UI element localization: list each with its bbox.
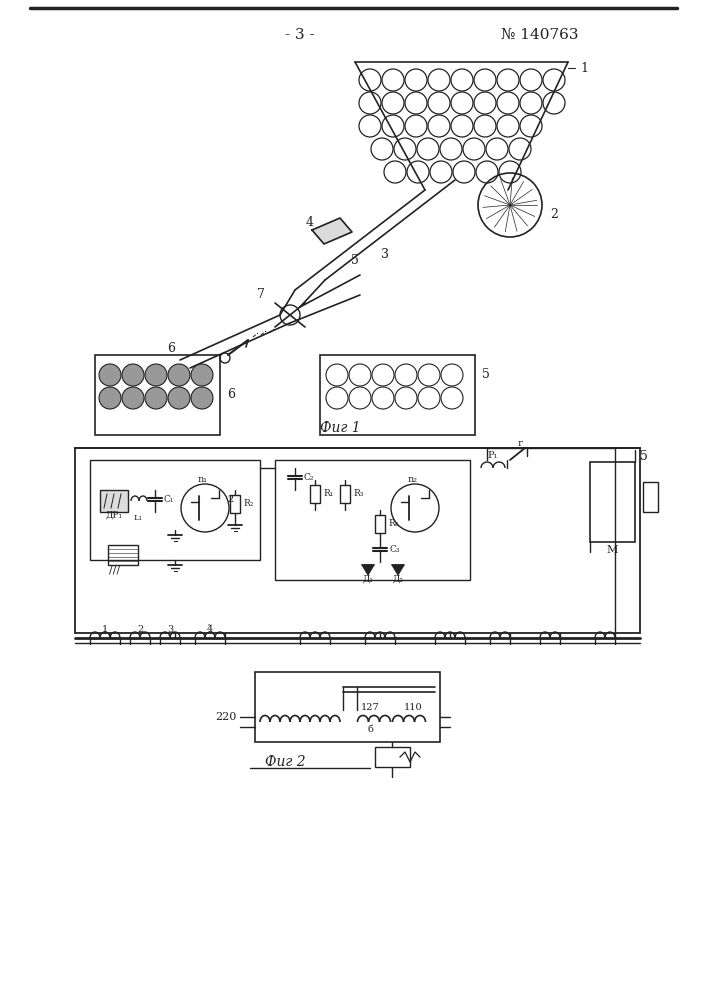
Circle shape xyxy=(168,387,190,409)
Bar xyxy=(95,355,220,435)
Circle shape xyxy=(122,364,144,386)
Bar xyxy=(90,460,260,560)
Bar xyxy=(255,672,440,742)
Text: 3: 3 xyxy=(167,626,173,635)
Text: Д₂: Д₂ xyxy=(392,574,404,584)
Text: - 3 -: - 3 - xyxy=(285,28,315,42)
Bar xyxy=(375,515,385,533)
Text: C₂: C₂ xyxy=(304,474,315,483)
Text: M: M xyxy=(607,545,618,555)
Bar xyxy=(275,460,470,580)
Text: 110: 110 xyxy=(404,702,422,712)
Text: R₁: R₁ xyxy=(323,489,333,498)
Circle shape xyxy=(191,387,213,409)
Text: № 140763: № 140763 xyxy=(501,28,579,42)
Text: C₁: C₁ xyxy=(164,495,175,504)
Polygon shape xyxy=(312,218,352,244)
Text: 5: 5 xyxy=(640,450,648,464)
Circle shape xyxy=(145,364,167,386)
Text: Д₁: Д₁ xyxy=(363,574,373,584)
Text: б: б xyxy=(367,726,373,734)
Bar xyxy=(340,485,350,503)
Polygon shape xyxy=(362,565,374,575)
Bar xyxy=(643,482,658,512)
Text: 6: 6 xyxy=(167,342,175,355)
Bar xyxy=(590,462,635,542)
Text: r: r xyxy=(518,438,522,448)
Polygon shape xyxy=(392,565,404,575)
Bar xyxy=(375,747,410,767)
Text: 2: 2 xyxy=(137,626,143,635)
Circle shape xyxy=(145,387,167,409)
Text: R₃: R₃ xyxy=(353,489,363,498)
Text: ///: /// xyxy=(110,565,121,575)
Circle shape xyxy=(191,364,213,386)
Text: 3: 3 xyxy=(381,248,389,261)
Text: n₂: n₂ xyxy=(408,476,418,485)
Text: 7: 7 xyxy=(257,288,265,302)
Bar xyxy=(100,490,128,512)
Text: ДР₁: ДР₁ xyxy=(105,510,122,520)
Text: Фиг 2: Фиг 2 xyxy=(264,755,305,769)
Text: 127: 127 xyxy=(361,702,380,712)
Text: 6: 6 xyxy=(227,388,235,401)
Bar xyxy=(230,495,240,513)
Text: P₁: P₁ xyxy=(488,450,498,460)
Text: R₂: R₂ xyxy=(243,499,253,508)
Text: 220: 220 xyxy=(216,712,237,722)
Text: 2: 2 xyxy=(227,495,233,504)
Bar xyxy=(108,545,138,565)
Circle shape xyxy=(99,364,121,386)
Text: 1: 1 xyxy=(102,626,108,635)
Bar xyxy=(75,448,640,633)
Text: 1: 1 xyxy=(580,62,588,75)
Circle shape xyxy=(99,387,121,409)
Circle shape xyxy=(168,364,190,386)
Text: 5: 5 xyxy=(351,253,359,266)
Bar xyxy=(310,485,320,503)
Circle shape xyxy=(122,387,144,409)
Text: Фиг 1: Фиг 1 xyxy=(320,421,361,435)
Text: R₄: R₄ xyxy=(388,520,398,528)
Text: L₁: L₁ xyxy=(134,514,142,522)
Text: 5: 5 xyxy=(482,368,490,381)
Text: C₃: C₃ xyxy=(389,546,399,554)
Text: 4̃: 4̃ xyxy=(207,626,213,635)
Text: n₁: n₁ xyxy=(198,476,208,485)
Text: 2: 2 xyxy=(550,209,558,222)
Text: 4: 4 xyxy=(306,216,314,229)
Bar xyxy=(320,355,475,435)
